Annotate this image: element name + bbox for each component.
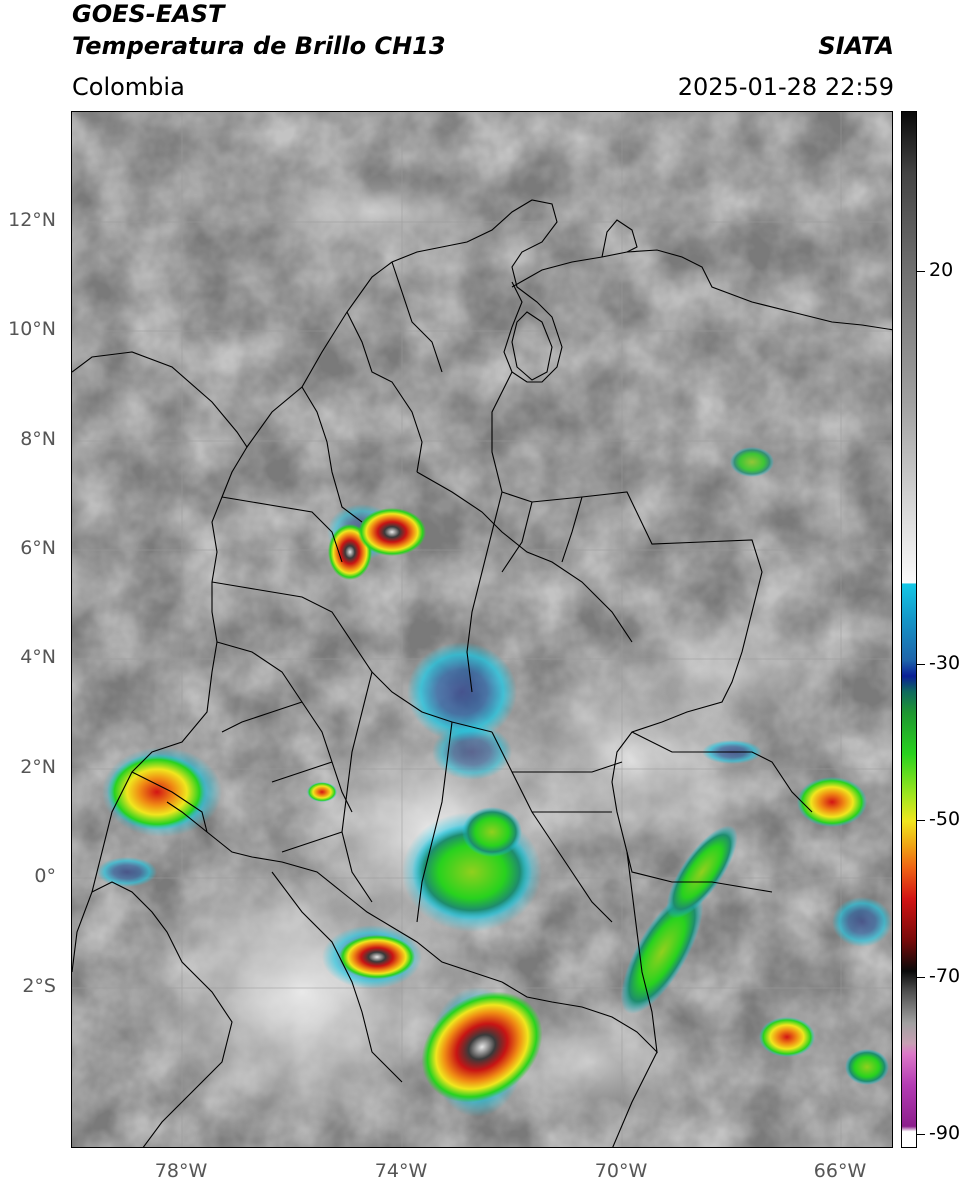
colorbar-label-minus50: -50 (929, 808, 961, 830)
satellite-title: GOES-EAST (72, 0, 225, 28)
region-label: Colombia (72, 73, 185, 101)
lat-label-4n: 4°N (20, 646, 56, 668)
lat-label-6n: 6°N (20, 537, 56, 559)
satellite-map (71, 111, 893, 1148)
lat-label-10n: 10°N (8, 318, 56, 340)
datetime-label: 2025-01-28 22:59 (677, 73, 894, 101)
convective-cells (97, 447, 892, 1117)
colorbar-label-minus30: -30 (929, 652, 961, 674)
colorbar-label-minus90: -90 (929, 1122, 961, 1144)
lat-label-12n: 12°N (8, 209, 56, 231)
colorbar-tick-minus70 (917, 977, 925, 978)
lat-label-0: 0° (34, 865, 56, 887)
org-label: SIATA (818, 32, 894, 60)
colorbar-label-20: 20 (929, 259, 954, 281)
colorbar-tick-20 (917, 271, 925, 272)
colorbar-tick-minus90 (917, 1134, 925, 1135)
lon-label-66w: 66°W (813, 1160, 867, 1182)
coastline-borders (72, 199, 892, 1147)
lon-label-78w: 78°W (154, 1160, 208, 1182)
map-canvas (72, 112, 892, 1147)
lon-label-70w: 70°W (594, 1160, 648, 1182)
colorbar-label-minus70: -70 (929, 965, 961, 987)
lat-label-2s: 2°S (22, 975, 56, 997)
lon-label-74w: 74°W (374, 1160, 428, 1182)
lat-label-8n: 8°N (20, 428, 56, 450)
product-title: Temperatura de Brillo CH13 (72, 32, 446, 60)
colorbar-tick-minus50 (917, 820, 925, 821)
lat-label-2n: 2°N (20, 756, 56, 778)
colorbar (901, 111, 917, 1148)
colorbar-tick-minus30 (917, 664, 925, 665)
